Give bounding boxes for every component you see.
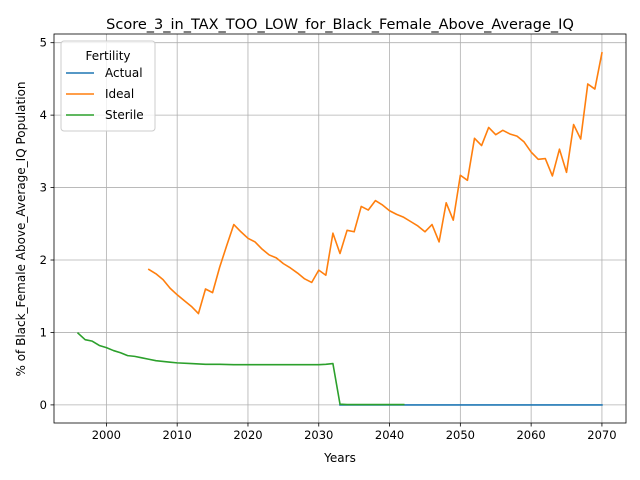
- y-axis-ticks: 0 1 2 3 4 5: [40, 36, 54, 412]
- plot-frame: [53, 33, 627, 424]
- y-tick-label: 4: [40, 108, 47, 122]
- legend-label-ideal: Ideal: [105, 87, 134, 101]
- y-tick-label: 0: [40, 398, 47, 412]
- x-tick-label: 2050: [446, 428, 475, 442]
- legend-label-actual: Actual: [105, 66, 143, 80]
- x-tick-label: 2030: [304, 428, 333, 442]
- legend-label-sterile: Sterile: [105, 108, 144, 122]
- y-tick-label: 2: [40, 253, 47, 267]
- x-tick-label: 2060: [516, 428, 545, 442]
- x-tick-label: 2040: [375, 428, 404, 442]
- x-tick-label: 2070: [587, 428, 616, 442]
- legend: Fertility Actual Ideal Sterile: [60, 40, 156, 132]
- y-tick-label: 1: [40, 325, 47, 339]
- x-axis-ticks: 2000 2010 2020 2030 2040 2050 2060 2070: [92, 423, 617, 442]
- x-axis-label: Years: [323, 451, 356, 465]
- series-lines: [76, 51, 603, 406]
- x-tick-label: 2010: [163, 428, 192, 442]
- series-line-sterile: [76, 332, 405, 406]
- series-line-ideal: [147, 51, 603, 315]
- chart-title: Score_3_in_TAX_TOO_LOW_for_Black_Female_…: [106, 17, 574, 33]
- x-tick-label: 2020: [233, 428, 262, 442]
- grid: [54, 34, 626, 423]
- legend-box: [60, 40, 156, 132]
- y-tick-label: 5: [40, 36, 47, 50]
- legend-title: Fertility: [85, 49, 130, 63]
- y-axis-label: % of Black_Female Above_Average_IQ Popul…: [14, 81, 28, 376]
- x-tick-label: 2000: [92, 428, 121, 442]
- y-tick-label: 3: [40, 181, 47, 195]
